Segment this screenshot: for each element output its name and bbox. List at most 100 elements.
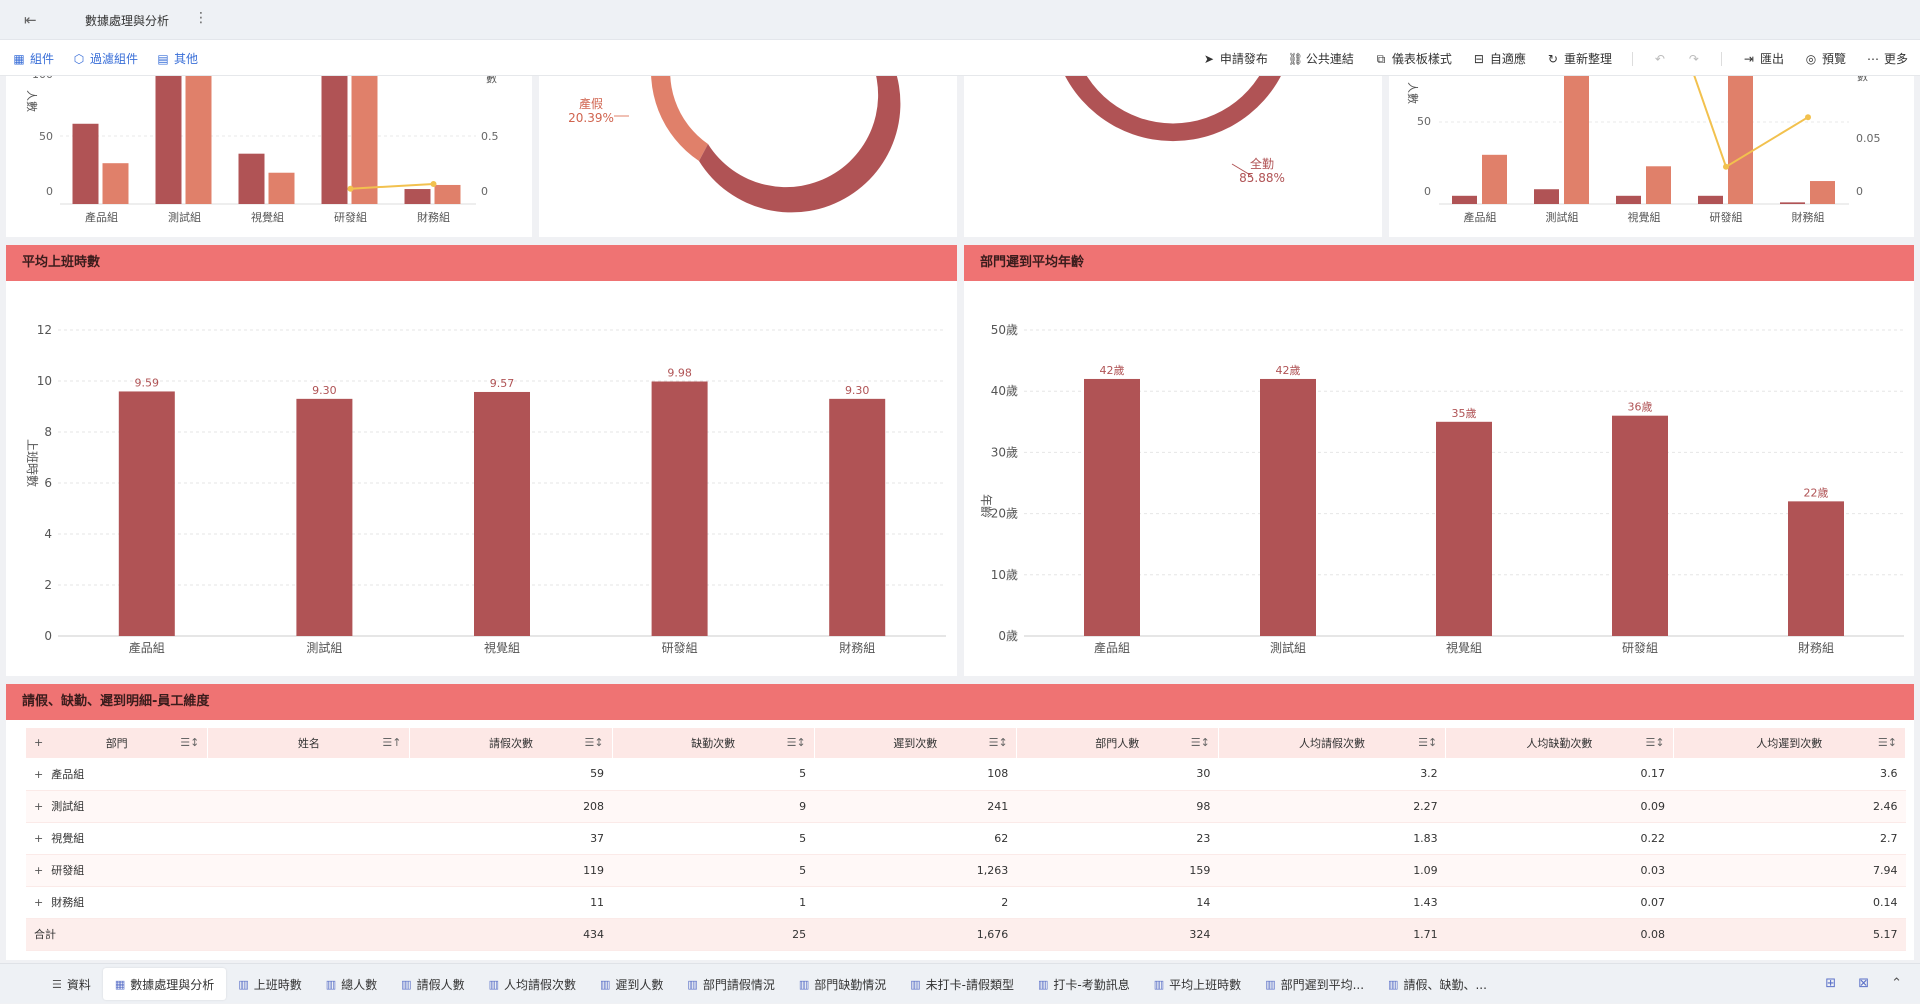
col-header-late[interactable]: 遲到次數 ☰↕ — [814, 728, 1017, 758]
component-button[interactable]: ▦ 組件 — [13, 51, 55, 67]
tab-2[interactable]: ▥ 上班時數 — [226, 968, 313, 1000]
sort-icon[interactable]: ☰↕ — [1418, 736, 1438, 749]
col-header-absence[interactable]: 缺勤次數 ☰↕ — [612, 728, 815, 758]
total-cell: 合計 — [26, 918, 208, 951]
expand-row-icon[interactable]: + — [34, 800, 44, 813]
bar — [351, 76, 378, 204]
data-label: 9.59 — [135, 376, 160, 389]
bar — [72, 123, 99, 204]
col-header-headcount[interactable]: 部門人數 ☰↕ — [1016, 728, 1219, 758]
more-icon: ⋯ — [1866, 51, 1879, 66]
tab-0[interactable]: ☰ 資料 — [40, 968, 103, 1000]
sort-icon[interactable]: ☰↕ — [1645, 736, 1665, 749]
refresh-button[interactable]: ↻ 重新整理 — [1547, 51, 1612, 67]
back-icon[interactable]: ⇤ — [24, 11, 37, 29]
redo-icon: ↷ — [1688, 51, 1699, 66]
redo-button[interactable]: ↷ — [1687, 52, 1701, 66]
table-cell: 208 — [409, 790, 613, 823]
sort-icon[interactable]: ☰↑ — [382, 736, 402, 749]
col-header-dept[interactable]: + 部門 ☰↕ — [26, 728, 209, 758]
expand-row-icon[interactable]: + — [34, 767, 44, 781]
collapse-up-icon[interactable]: ⌃ — [1891, 976, 1902, 991]
preview-button[interactable]: ◎ 預覽 — [1805, 51, 1846, 67]
sort-icon[interactable]: ☰↕ — [1190, 736, 1210, 749]
tab-12[interactable]: ▥ 部門遲到平均... — [1253, 968, 1376, 1000]
tab-5[interactable]: ▥ 人均請假次數 — [477, 968, 588, 1000]
tab-1[interactable]: ▦ 數據處理與分析 — [102, 968, 227, 1000]
col-header-avg-absence[interactable]: 人均缺勤次數 ☰↕ — [1445, 728, 1674, 758]
sort-icon[interactable]: ☰↕ — [180, 736, 200, 749]
tab-label: 請假、缺勤、... — [1403, 977, 1487, 992]
expand-row-icon[interactable]: + — [34, 832, 44, 845]
panel-dept-absence-chart: 人數 50 0 0.05 0 數 產品組 測試組 視覺組 研發組 財務組 — [1389, 76, 1914, 237]
expand-row-icon[interactable]: + — [34, 864, 44, 877]
dashboard-style-button[interactable]: ⧉ 儀表板樣式 — [1374, 50, 1452, 67]
panel-leave-type-donut: 產假 20.39% — [539, 76, 957, 237]
public-link-button[interactable]: ⛓ 公共連結 — [1287, 51, 1354, 67]
send-icon: ➤ — [1203, 51, 1214, 66]
table-cell: 2.7 — [1673, 822, 1906, 855]
sort-icon[interactable]: ☰↕ — [584, 736, 604, 749]
tab-3[interactable]: ▥ 總人數 — [314, 968, 389, 1000]
add-table-icon[interactable]: ⊠ — [1858, 976, 1870, 991]
table-row[interactable]: + 產品組 59 5 108 30 3.2 0.17 3.6 — [26, 758, 1906, 791]
panel-title: 部門遲到平均年齡 — [964, 245, 1914, 281]
y-tick: 6 — [44, 476, 52, 490]
table-header-row: + 部門 ☰↕ 姓名 ☰↑ 請假次數 ☰↕ 缺勤次數 ☰↕ 遲到次數 ☰↕ 部門人數 ☰↕ 人… — [26, 728, 1907, 758]
tab-label: 總人數 — [341, 977, 378, 992]
donut-percent: 20.39% — [568, 111, 614, 125]
tab-13[interactable]: ▥ 請假、缺勤、... — [1376, 968, 1499, 1000]
publish-button[interactable]: ➤ 申請發布 — [1203, 51, 1268, 67]
more-vertical-icon[interactable]: ⋮ — [194, 10, 208, 26]
y-tick: 4 — [44, 527, 52, 541]
expand-row-icon[interactable]: + — [34, 896, 44, 909]
table-row[interactable]: + 測試組 208 9 241 98 2.27 0.09 2.46 — [26, 790, 1906, 823]
y-axis-label: 人數 — [1406, 82, 1419, 104]
table-row[interactable]: + 研發組 119 5 1,263 159 1.09 0.03 7.94 — [26, 854, 1906, 887]
col-header-avg-leave[interactable]: 人均請假次數 ☰↕ — [1218, 728, 1447, 758]
total-cell: 25 — [612, 918, 815, 951]
expand-all-icon[interactable]: + — [34, 736, 44, 749]
y2-tick: 0 — [481, 185, 488, 198]
col-header-leave[interactable]: 請假次數 ☰↕ — [409, 728, 613, 758]
preview-icon: ◎ — [1805, 51, 1817, 66]
table-row[interactable]: + 財務組 11 1 2 14 1.43 0.07 0.14 — [26, 886, 1906, 919]
total-cell — [207, 918, 410, 951]
cell-dept: + 視覺組 — [26, 822, 208, 855]
y-tick: 40歲 — [991, 384, 1018, 398]
bar — [102, 163, 129, 204]
tab-10[interactable]: ▥ 打卡-考勤訊息 — [1026, 968, 1142, 1000]
sort-icon[interactable]: ☰↕ — [1877, 736, 1897, 749]
x-tick: 視覺組 — [251, 210, 284, 224]
tab-9[interactable]: ▥ 未打卡-請假類型 — [898, 968, 1026, 1000]
leave-type-donut: 產假 20.39% — [568, 76, 901, 213]
other-button[interactable]: ▤ 其他 — [157, 51, 199, 67]
export-button[interactable]: ⇥ 匯出 — [1743, 51, 1784, 67]
add-chart-icon[interactable]: ⊞ — [1825, 976, 1837, 991]
undo-button[interactable]: ↶ — [1653, 52, 1667, 66]
tab-6[interactable]: ▥ 遲到人數 — [588, 968, 675, 1000]
col-header-name[interactable]: 姓名 ☰↑ — [207, 728, 411, 758]
table-cell: 1.43 — [1218, 886, 1446, 919]
table-row[interactable]: + 視覺組 37 5 62 23 1.83 0.22 2.7 — [26, 822, 1906, 855]
bar — [1482, 154, 1507, 204]
sort-icon[interactable]: ☰↕ — [988, 736, 1008, 749]
tab-4[interactable]: ▥ 請假人數 — [389, 968, 476, 1000]
cell-text: 測試組 — [51, 800, 85, 813]
tab-8[interactable]: ▥ 部門缺勤情況 — [787, 968, 898, 1000]
more-button[interactable]: ⋯ 更多 — [1866, 51, 1908, 67]
adapt-button[interactable]: ⊟ 自適應 — [1473, 51, 1526, 67]
total-cell: 5.17 — [1673, 918, 1906, 951]
y-tick: 0歲 — [998, 629, 1018, 643]
table-cell — [207, 758, 410, 791]
bottom-tab-bar: ☰ 資料 ▦ 數據處理與分析 ▥ 上班時數 ▥ 總人數 ▥ 請假人數 ▥ 人均請假次數 ▥ 遲到人數 ▥ 部門… — [0, 963, 1920, 1003]
table-cell: 9 — [612, 790, 815, 823]
tab-label: 請假人數 — [416, 977, 465, 992]
col-header-avg-late[interactable]: 人均遲到次數 ☰↕ — [1673, 728, 1907, 758]
tab-11[interactable]: ▥ 平均上班時數 — [1142, 968, 1253, 1000]
filter-component-button[interactable]: ⬡ 過濾組件 — [73, 51, 139, 67]
tab-7[interactable]: ▥ 部門請假情況 — [675, 968, 786, 1000]
table-cell: 37 — [409, 822, 613, 855]
y-tick: 10 — [37, 374, 52, 388]
sort-icon[interactable]: ☰↕ — [786, 736, 806, 749]
